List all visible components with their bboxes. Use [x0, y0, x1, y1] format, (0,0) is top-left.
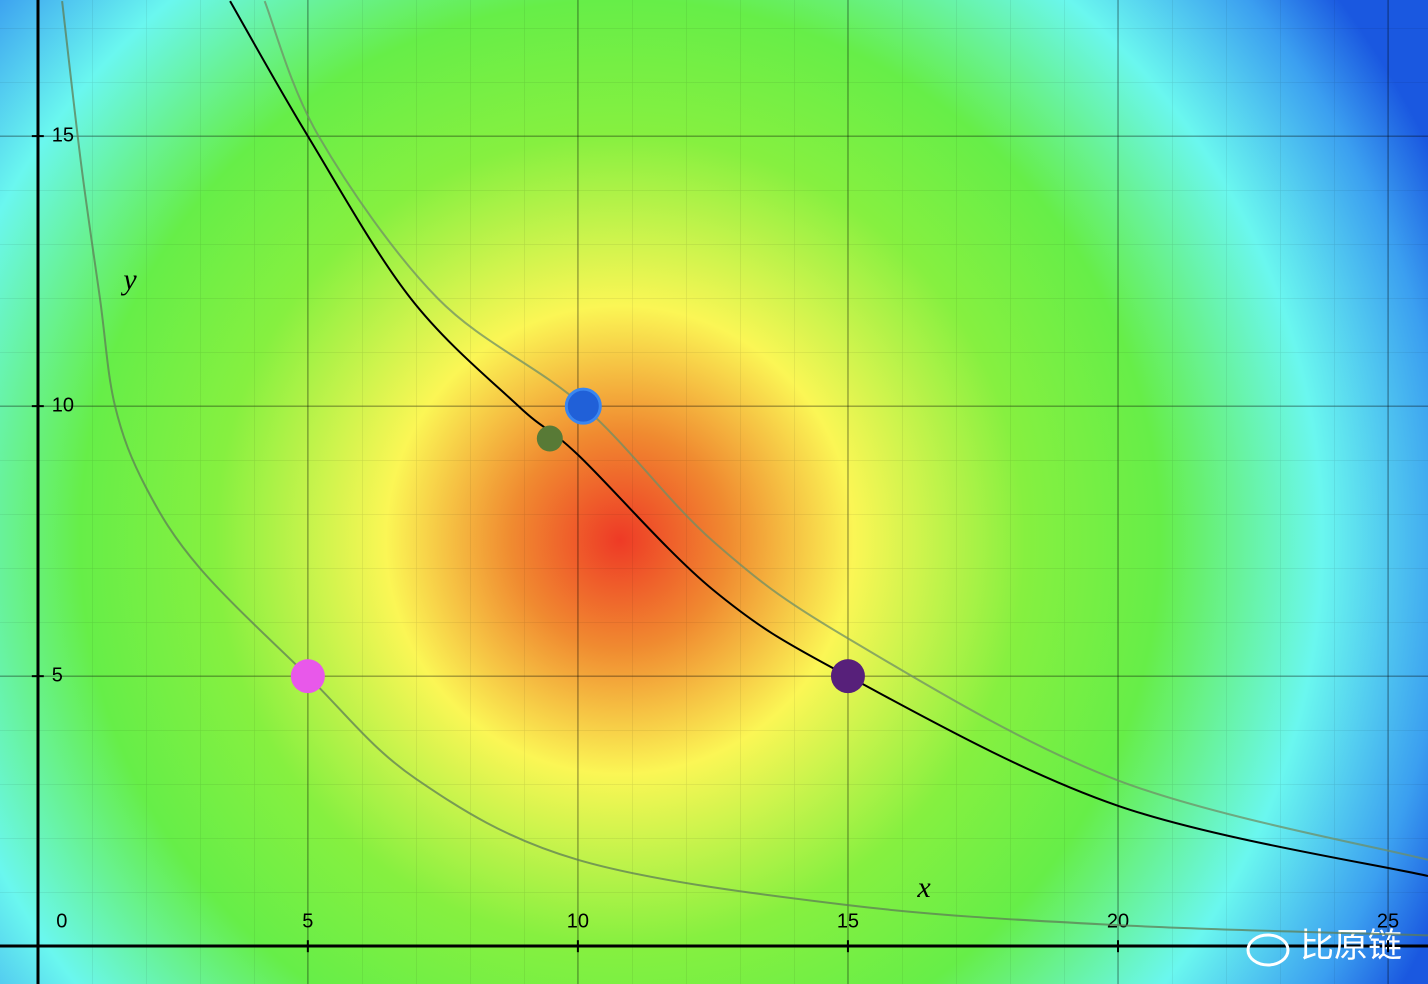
x-axis-label: x — [916, 871, 931, 904]
x-tick-label: 20 — [1107, 910, 1129, 932]
x-tick-label: 15 — [837, 910, 859, 932]
x-tick-label: 5 — [302, 910, 313, 932]
curve — [263, 0, 1428, 861]
point — [830, 659, 865, 694]
point — [290, 659, 325, 694]
y-axis-label: y — [120, 263, 137, 296]
point — [564, 387, 602, 425]
curve — [229, 0, 1428, 877]
watermark-icon — [1246, 933, 1290, 967]
y-tick-label: 5 — [52, 664, 63, 686]
x-tick-label: 25 — [1377, 910, 1399, 932]
x-tick-label: 0 — [56, 910, 67, 932]
curve — [61, 0, 1428, 937]
y-tick-label: 15 — [52, 124, 74, 146]
y-tick-label: 10 — [52, 394, 74, 416]
x-tick-label: 10 — [567, 910, 589, 932]
point — [536, 425, 563, 452]
